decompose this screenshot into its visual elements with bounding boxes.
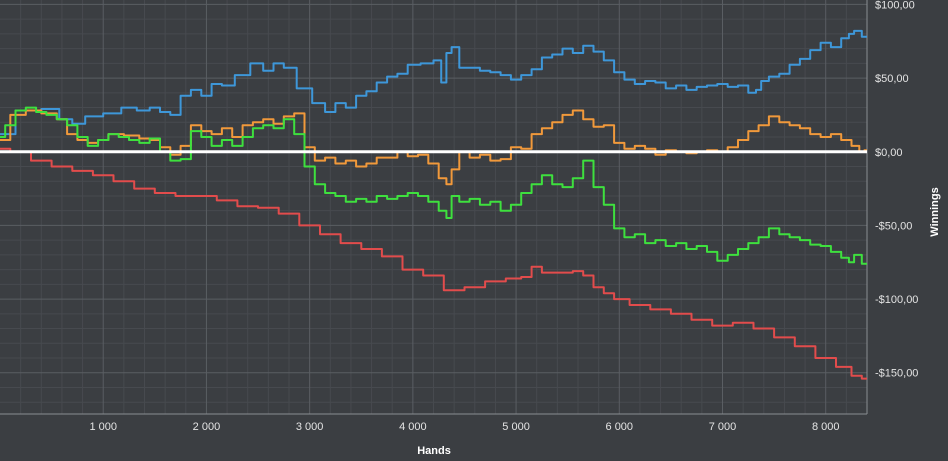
x-tick-label: 6 000 (606, 421, 634, 433)
series-line-1 (0, 29, 867, 136)
series-lines (0, 29, 867, 380)
y-tick-label: -$100,00 (875, 294, 918, 306)
series-line-3 (0, 106, 867, 265)
y-tick-label: $100,00 (875, 0, 915, 11)
x-axis-ticks: 1 000 2 000 3 000 4 000 5 000 6 000 7 000 8 000 (89, 421, 839, 433)
x-tick-label: 7 000 (709, 421, 737, 433)
y-tick-label: -$50,00 (875, 220, 912, 232)
grid (0, 0, 868, 415)
x-tick-label: 4 000 (399, 421, 427, 433)
x-axis-title: Hands (417, 445, 451, 457)
x-tick-label: 5 000 (502, 421, 530, 433)
x-tick-label: 2 000 (193, 421, 221, 433)
x-tick-label: 8 000 (812, 421, 840, 433)
y-axis-title: Winnings (929, 187, 941, 236)
series-line-2 (0, 109, 867, 186)
y-axis-ticks: $100,00 $50,00 $0,00 -$50,00 -$100,00 -$150,0… (875, 0, 918, 380)
series-line-4 (0, 147, 867, 380)
x-tick-label: 3 000 (296, 421, 324, 433)
y-tick-label: $50,00 (875, 73, 909, 85)
y-tick-label: $0,00 (875, 147, 903, 159)
y-tick-label: -$150,00 (875, 368, 918, 380)
x-tick-label: 1 000 (89, 421, 117, 433)
